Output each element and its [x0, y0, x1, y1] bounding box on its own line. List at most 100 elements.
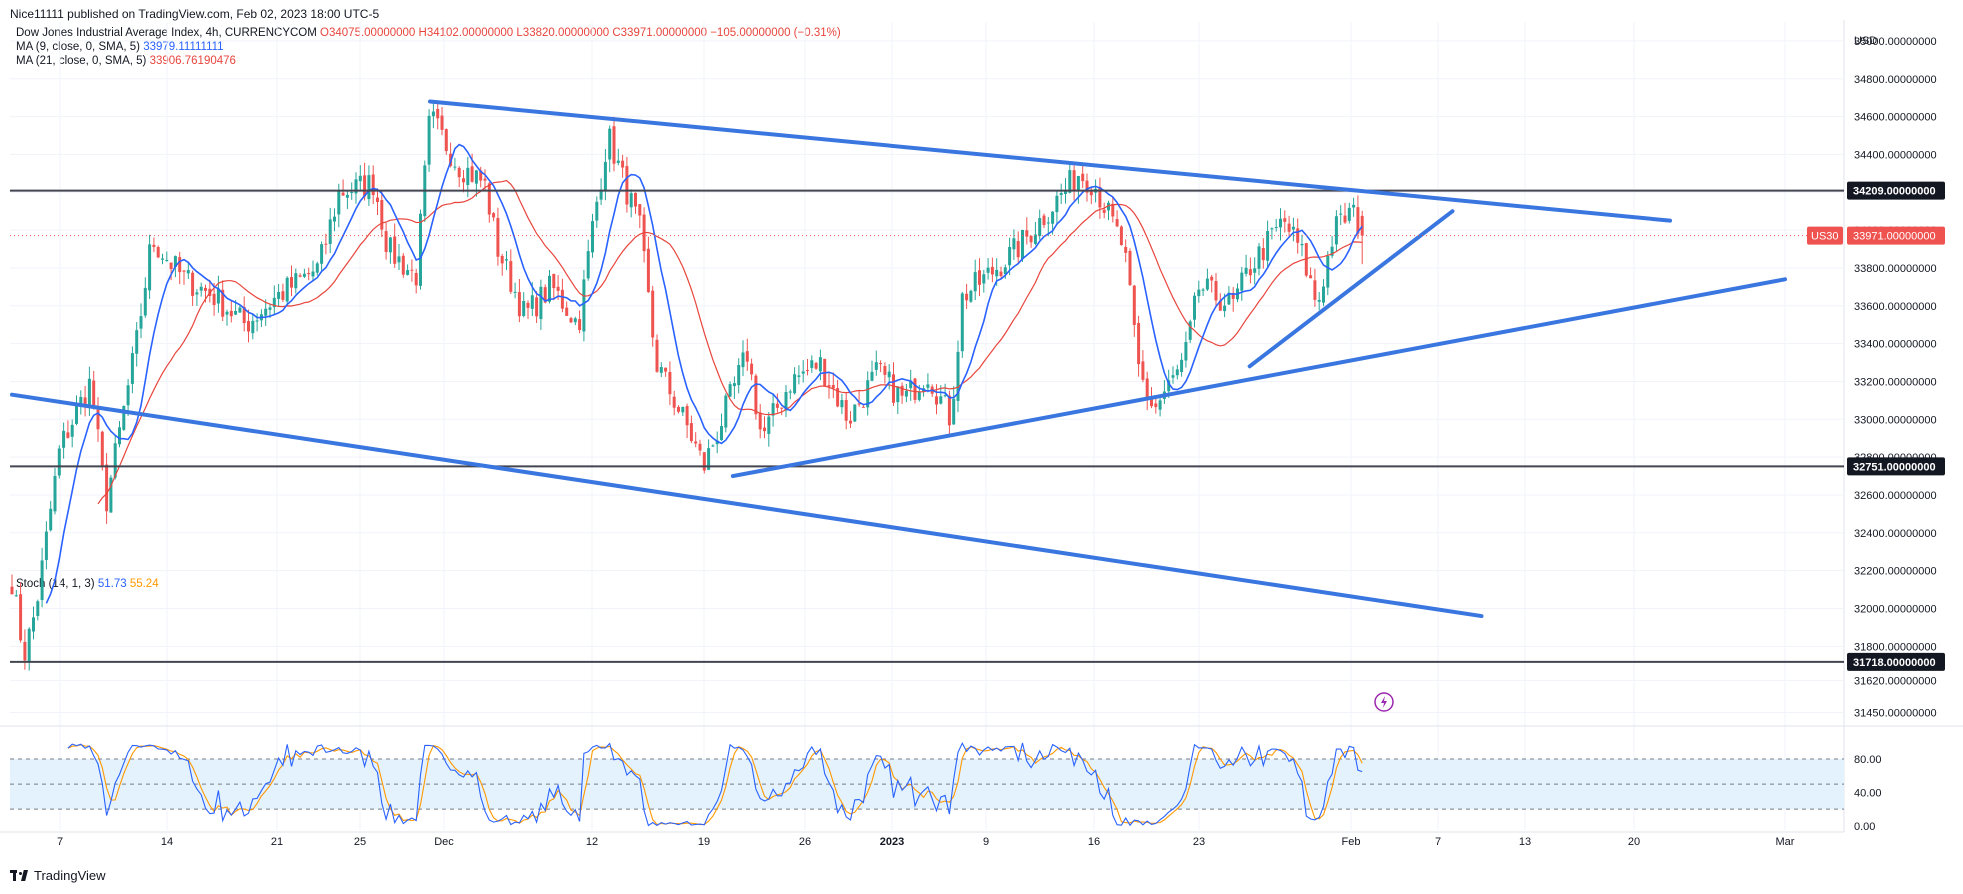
candle-body — [1167, 380, 1171, 392]
candle-body — [148, 244, 152, 291]
tradingview-footer: TradingView — [10, 868, 106, 883]
candle-body — [548, 275, 551, 302]
currency-label: USD — [1854, 35, 1877, 47]
candle-body — [277, 291, 281, 299]
tradingview-brand: TradingView — [34, 868, 106, 883]
candle-body — [410, 269, 414, 271]
candle-body — [732, 383, 736, 387]
candle-body — [556, 286, 560, 291]
candle-body — [664, 367, 668, 372]
candle-body — [186, 270, 190, 274]
candle-body — [87, 378, 91, 405]
candle-body — [616, 160, 620, 163]
candle-body — [917, 391, 921, 400]
stoch-tick-label: 40.00 — [1854, 787, 1882, 799]
candle-body — [307, 273, 311, 275]
candle-body — [509, 261, 513, 292]
level-price-badge — [1847, 181, 1945, 200]
candle-body — [333, 216, 336, 222]
candle-body — [100, 431, 104, 468]
candle-body — [887, 371, 891, 378]
candle-body — [1334, 216, 1338, 245]
candle-body — [1223, 305, 1227, 312]
candle-body — [1059, 193, 1063, 196]
ma21-legend[interactable]: MA (21, close, 0, SMA, 5) 33906.76190476 — [16, 55, 236, 67]
symbol-badge — [1807, 226, 1843, 245]
candle-body — [414, 272, 418, 286]
candle-body — [1038, 218, 1042, 237]
candle-body — [797, 375, 801, 377]
trendline-rising-support — [730, 277, 1787, 479]
candle-body — [1240, 272, 1244, 291]
candle-body — [986, 267, 990, 273]
stoch-legend[interactable]: Stoch (14, 1, 3) 51.73 55.24 — [16, 578, 159, 590]
candle-body — [66, 432, 70, 438]
candle-body — [612, 126, 616, 164]
candle-body — [522, 300, 526, 316]
candle-body — [1141, 361, 1145, 380]
candle-body — [453, 166, 457, 168]
candle-body — [152, 244, 156, 247]
candle-body — [165, 260, 169, 262]
candle-body — [1072, 170, 1076, 191]
candle-body — [212, 293, 216, 306]
ma9-legend[interactable]: MA (9, close, 0, SMA, 5) 33979.11111111 — [16, 41, 224, 53]
last-price-label: 33971.00000000 — [1853, 231, 1936, 243]
candle-body — [711, 445, 715, 447]
candle-body — [883, 366, 887, 375]
candle-body — [272, 297, 276, 308]
candle-body — [741, 352, 745, 368]
candle-body — [1274, 226, 1278, 228]
candle-body — [264, 308, 268, 316]
candle-body — [1119, 226, 1123, 246]
candle-body — [651, 290, 655, 338]
candle-body — [874, 362, 878, 370]
symbol-legend[interactable]: Dow Jones Industrial Average Index, 4h, … — [16, 27, 841, 39]
candle-body — [290, 277, 293, 288]
price-tick-label: 34400.00000000 — [1854, 149, 1937, 161]
candle-body — [371, 174, 375, 196]
candle-body — [302, 273, 306, 277]
time-tick-label: 14 — [161, 836, 173, 848]
candle-body — [440, 115, 444, 130]
candle-body — [655, 339, 659, 372]
candle-body — [1287, 223, 1291, 232]
symbol-badge-label: US30 — [1811, 231, 1839, 243]
candle-body — [621, 160, 625, 168]
candle-body — [560, 289, 564, 309]
candle-body — [720, 426, 723, 441]
candle-body — [406, 270, 410, 275]
candle-body — [311, 271, 315, 277]
lightning-icon-glyph — [1381, 696, 1387, 708]
candle-body — [40, 560, 44, 601]
candle-body — [853, 404, 857, 422]
candle-body — [1205, 278, 1209, 290]
candle-body — [178, 257, 182, 273]
candle-body — [1180, 359, 1184, 372]
candle-body — [1150, 398, 1153, 407]
candle-body — [1064, 189, 1067, 194]
candle-body — [10, 586, 14, 595]
candle-body — [328, 219, 332, 244]
candle-body — [496, 217, 500, 257]
candle-body — [535, 297, 539, 317]
candle-body — [350, 191, 354, 193]
candle-body — [1025, 230, 1029, 237]
ma21-value: 33906.76190476 — [149, 55, 236, 67]
candle-body — [320, 244, 324, 264]
candle-body — [505, 259, 508, 261]
candle-body — [913, 378, 917, 400]
low-value: L33820.00000000 — [516, 27, 610, 39]
candle-body — [715, 440, 719, 445]
candle-body — [315, 263, 319, 273]
candle-body — [599, 189, 603, 200]
candle-body — [569, 318, 573, 323]
candle-body — [345, 194, 349, 198]
candle-body — [818, 357, 822, 372]
stoch-d-value: 55.24 — [129, 578, 159, 590]
candle-body — [973, 272, 977, 292]
candle-body — [83, 397, 87, 406]
candle-body — [1089, 190, 1093, 196]
candle-body — [492, 213, 496, 218]
